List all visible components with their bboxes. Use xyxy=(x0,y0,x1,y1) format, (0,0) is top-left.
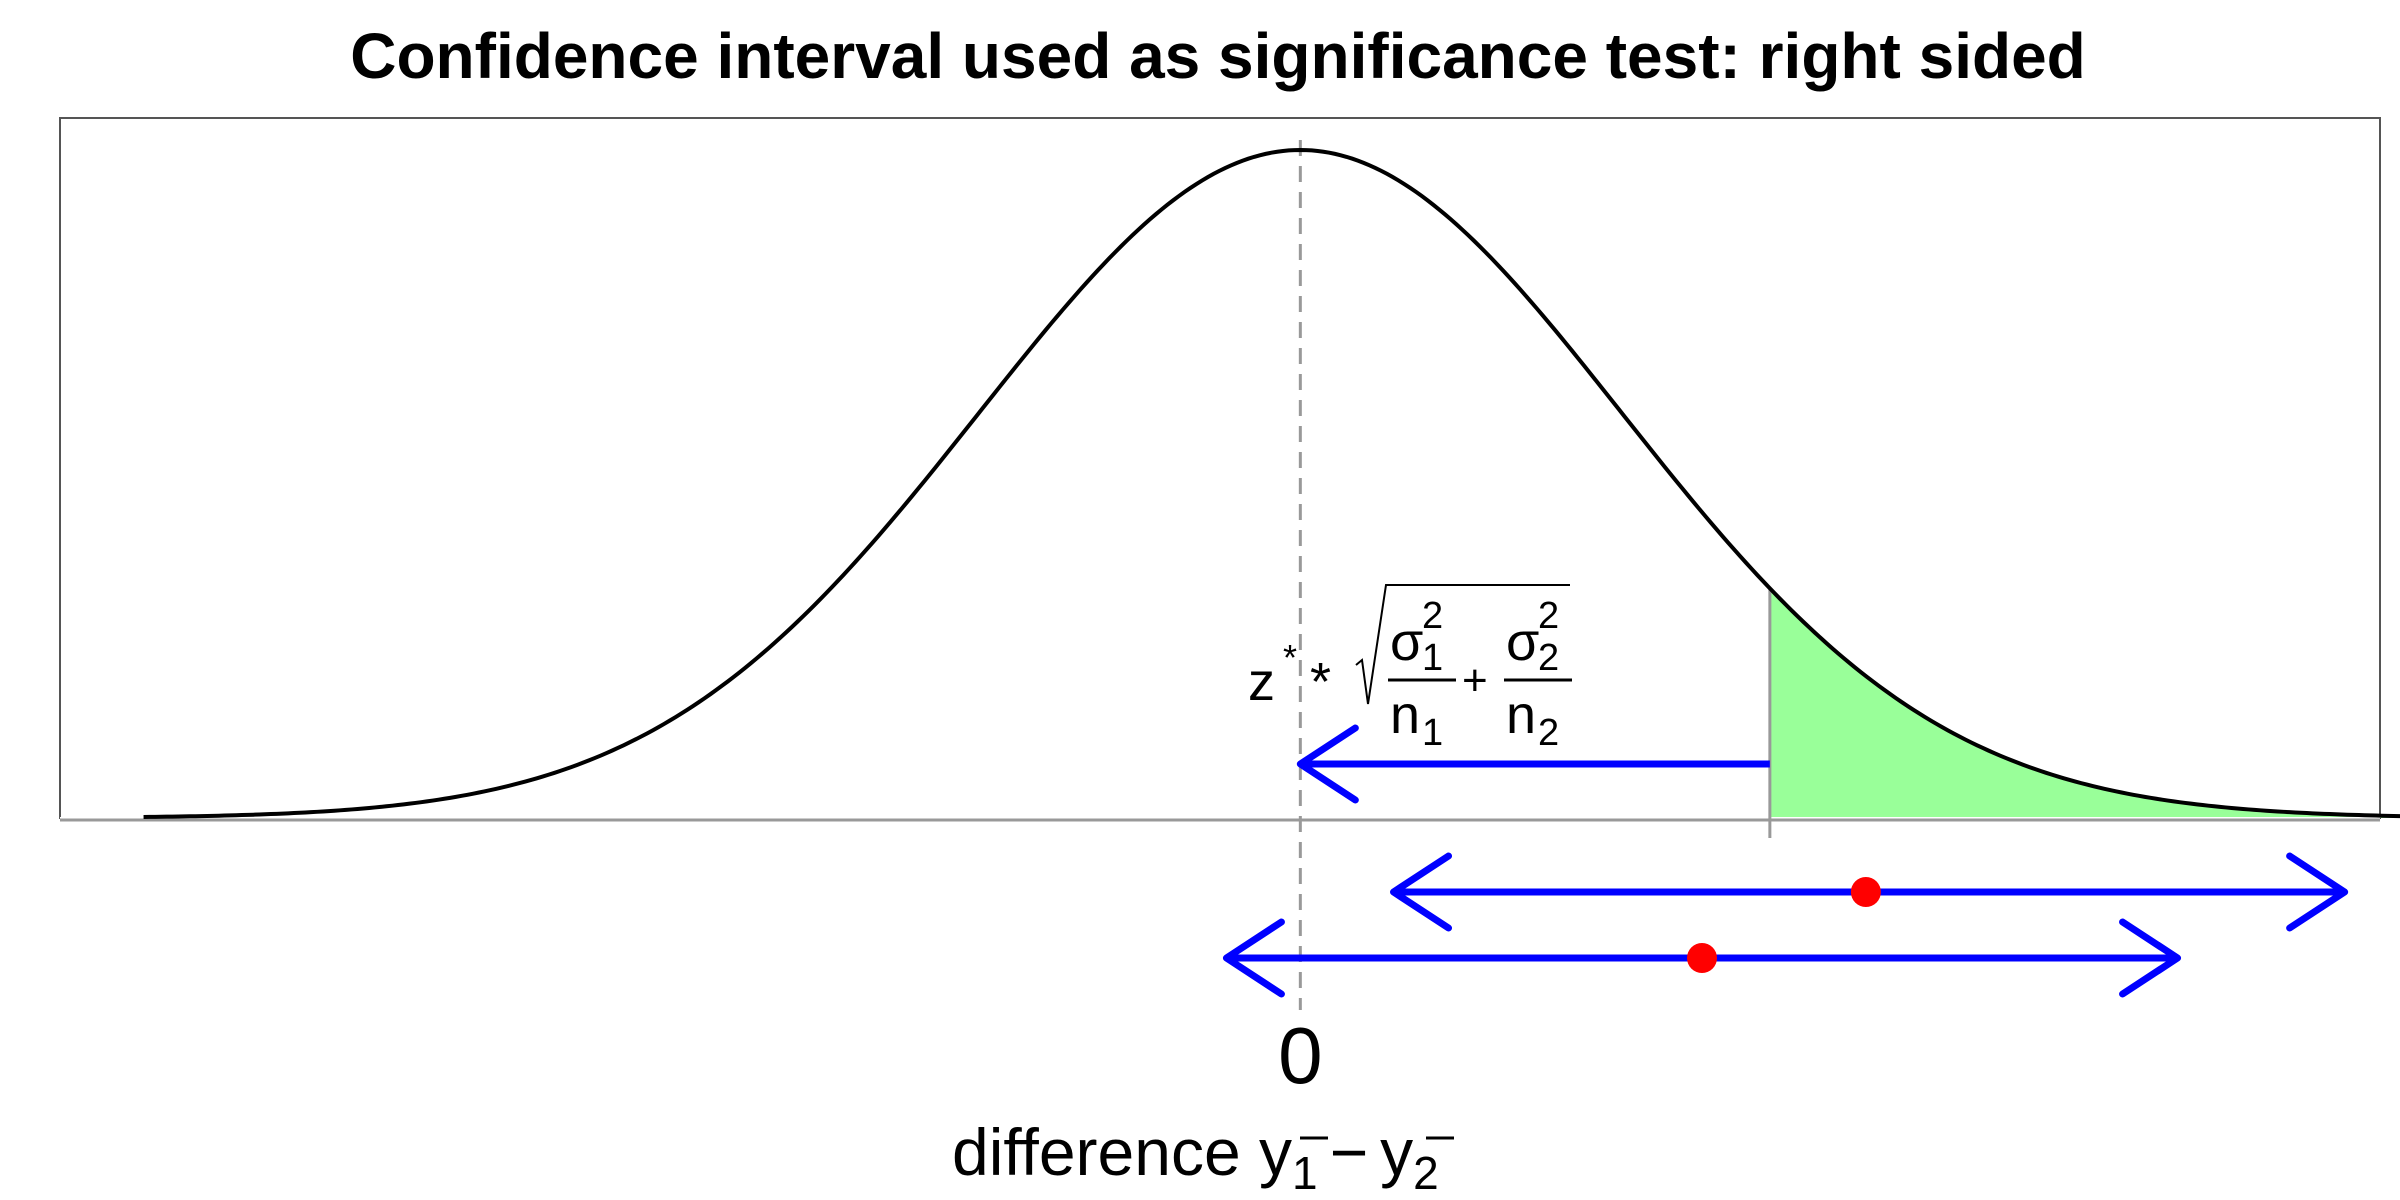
formula-z: z xyxy=(1248,652,1275,712)
formula-sigma1-sub: 1 xyxy=(1422,637,1443,679)
formula-sigma2-sub: 2 xyxy=(1538,637,1559,679)
x-tick-labels: 0 xyxy=(1278,1011,1323,1100)
confidence-intervals xyxy=(1222,852,2349,998)
margin-formula: z * * σ 2 1 n 1 + σ 2 2 n 2 xyxy=(1248,584,1572,754)
interval-left-arrowhead xyxy=(1222,918,1285,998)
formula-sigma2: σ xyxy=(1506,612,1539,672)
interval-right-arrowhead xyxy=(2286,852,2349,932)
x-tick-label: 0 xyxy=(1278,1011,1323,1100)
formula-n1-sub: 1 xyxy=(1422,712,1443,754)
x-axis-label: difference y1− y2 xyxy=(952,1115,1454,1199)
confidence-interval xyxy=(1222,918,2182,998)
xlabel-term1: y xyxy=(1259,1115,1292,1189)
rejection-region xyxy=(1769,588,2400,818)
interval-left-arrowhead xyxy=(1390,852,1453,932)
formula-n1: n xyxy=(1390,685,1420,745)
point-estimate xyxy=(1686,943,1717,973)
sqrt-sign xyxy=(1355,584,1570,705)
plot-frame xyxy=(59,117,2381,819)
chart-title: Confidence interval used as significance… xyxy=(350,20,2086,92)
formula-times: * xyxy=(1310,652,1331,712)
xlabel-prefix: difference xyxy=(952,1115,1259,1189)
margin-arrow xyxy=(1296,724,1770,804)
interval-right-arrowhead xyxy=(2119,918,2182,998)
formula-n2-sub: 2 xyxy=(1538,712,1559,754)
formula-sigma1-sup: 2 xyxy=(1422,595,1443,637)
formula-sigma1: σ xyxy=(1390,612,1423,672)
formula-n2: n xyxy=(1506,685,1536,745)
density-curve xyxy=(143,147,2400,819)
xlabel-term2: y xyxy=(1380,1115,1413,1189)
margin-arrow-head xyxy=(1296,724,1359,804)
point-estimate xyxy=(1850,877,1881,907)
formula-plus: + xyxy=(1462,656,1488,705)
confidence-interval xyxy=(1390,852,2349,932)
xlabel-sub1: 1 xyxy=(1292,1147,1318,1199)
xlabel-operator: − xyxy=(1330,1115,1369,1189)
svg-text:difference y1−y2: difference y1− y2 xyxy=(952,1115,1439,1199)
xlabel-sub2: 2 xyxy=(1413,1147,1439,1199)
formula-sigma2-sup: 2 xyxy=(1538,595,1559,637)
formula-star-superscript: * xyxy=(1283,637,1297,678)
